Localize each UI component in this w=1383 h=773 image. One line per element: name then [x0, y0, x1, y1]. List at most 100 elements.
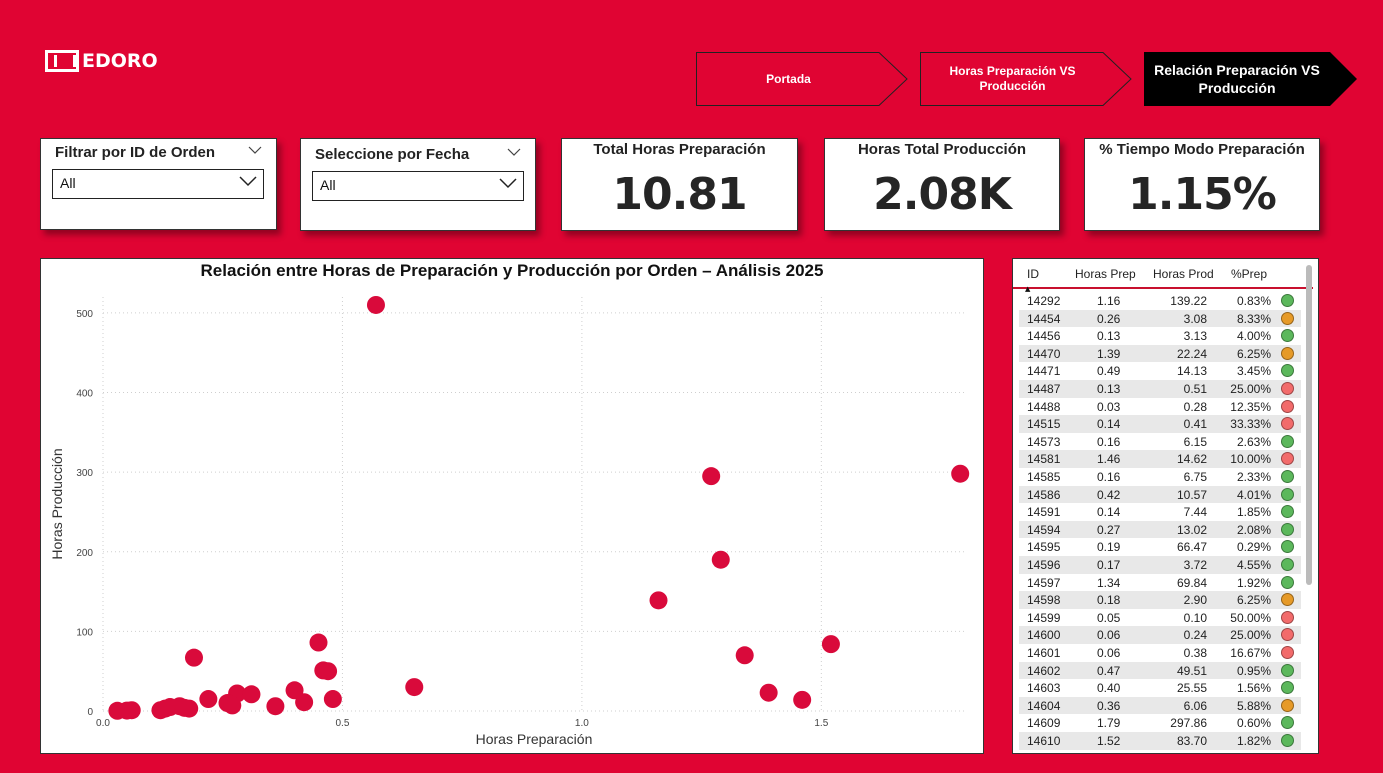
cell-id: 14454	[1027, 311, 1061, 326]
status-dot-icon	[1281, 311, 1294, 325]
status-dot-icon	[1281, 364, 1294, 378]
scatter-point[interactable]	[108, 701, 127, 720]
cell-pct: 4.01%	[1236, 487, 1271, 502]
table-row[interactable]: 14595 0.19 66.47 0.29%	[1019, 538, 1301, 556]
table-row[interactable]: 14591 0.14 7.44 1.85%	[1019, 503, 1301, 521]
table-row[interactable]: 14597 1.34 69.84 1.92%	[1019, 574, 1301, 592]
table-row[interactable]: 14610 1.52 83.70 1.82%	[1019, 732, 1301, 750]
table-row[interactable]: 14456 0.13 3.13 4.00%	[1019, 327, 1301, 345]
nav-horas-prep-vs-prod[interactable]: Horas Preparación VS Producción	[920, 52, 1132, 106]
table-row[interactable]: 14603 0.40 25.55 1.56%	[1019, 679, 1301, 697]
status-dot-icon	[1281, 487, 1294, 501]
cell-id: 14604	[1027, 698, 1061, 713]
table-row[interactable]: 14594 0.27 13.02 2.08%	[1019, 520, 1301, 539]
scatter-point[interactable]	[151, 701, 170, 720]
scatter-point[interactable]	[223, 696, 242, 715]
scatter-point[interactable]	[285, 681, 304, 700]
cell-pct: 8.33%	[1236, 311, 1271, 326]
scatter-point[interactable]	[199, 690, 218, 709]
scatter-point[interactable]	[821, 635, 840, 654]
cell-prep: 0.36	[1097, 698, 1121, 713]
y-tick-label: 100	[76, 627, 93, 638]
date-slicer-title: Seleccione por Fecha	[315, 146, 470, 163]
cell-pct: 25.00%	[1230, 382, 1271, 396]
table-row[interactable]: 14598 0.18 2.90 6.25%	[1019, 591, 1301, 609]
status-dot-icon	[1281, 382, 1294, 395]
cell-pct: 0.29%	[1236, 540, 1271, 555]
scatter-point[interactable]	[711, 550, 730, 569]
kpi-title: Total Horas Preparación	[593, 141, 766, 158]
table-row[interactable]: 14599 0.05 0.10 50.00%	[1019, 609, 1301, 627]
status-dot-icon	[1281, 628, 1294, 642]
nav-relacion-prep-vs-prod[interactable]: Relación Preparación VS Producción	[1144, 52, 1358, 106]
scatter-point[interactable]	[242, 685, 261, 704]
header-prod[interactable]: Horas Prod	[1153, 267, 1214, 281]
table-row[interactable]: 14292 1.16 139.22 0.83%	[1019, 292, 1301, 310]
nav-portada[interactable]: Portada	[696, 52, 908, 106]
cell-pct: 6.25%	[1236, 593, 1271, 608]
cell-pct: 2.63%	[1236, 434, 1271, 449]
scatter-point[interactable]	[266, 697, 285, 716]
cell-prod: 6.75	[1183, 470, 1207, 484]
table-row[interactable]: 14515 0.14 0.41 33.33%	[1019, 415, 1301, 433]
cell-pct: 6.25%	[1236, 346, 1271, 361]
table-scrollbar[interactable]	[1306, 265, 1312, 585]
table-row[interactable]: 14471 0.49 14.13 3.45%	[1019, 362, 1301, 380]
header-prep[interactable]: Horas Prep	[1075, 267, 1136, 281]
chevron-down-icon[interactable]	[248, 144, 262, 158]
scatter-point[interactable]	[649, 591, 668, 610]
scatter-point[interactable]	[405, 678, 424, 697]
table-row[interactable]: 14487 0.13 0.51 25.00%	[1019, 380, 1301, 398]
scatter-point[interactable]	[793, 690, 812, 709]
order-id-slicer: Filtrar por ID de Orden All	[40, 138, 277, 230]
status-dot-icon	[1281, 399, 1294, 413]
status-dot-icon	[1281, 681, 1294, 695]
table-row[interactable]: 14602 0.47 49.51 0.95%	[1019, 661, 1301, 680]
cell-prod: 6.06	[1183, 698, 1207, 713]
scatter-point[interactable]	[366, 295, 385, 314]
table-row[interactable]: 14488 0.03 0.28 12.35%	[1019, 398, 1301, 416]
header-pct[interactable]: %Prep	[1231, 267, 1268, 281]
scatter-point[interactable]	[180, 699, 199, 718]
table-row[interactable]: 14586 0.42 10.57 4.01%	[1019, 485, 1301, 504]
cell-id: 14487	[1027, 382, 1061, 396]
chevron-down-icon[interactable]	[507, 146, 521, 160]
cell-prod: 0.38	[1183, 646, 1207, 660]
date-dropdown[interactable]: All	[312, 171, 524, 201]
cell-prep: 0.14	[1097, 417, 1121, 432]
cell-prod: 0.28	[1183, 399, 1207, 414]
kpi-prep-time-pct: % Tiempo Modo Preparación 1.15%	[1084, 138, 1320, 231]
chevron-down-icon	[499, 176, 517, 193]
scatter-point[interactable]	[319, 662, 338, 681]
table-row[interactable]: 14600 0.06 0.24 25.00%	[1019, 626, 1301, 645]
table-row[interactable]: 14609 1.79 297.86 0.60%	[1019, 714, 1301, 732]
scatter-point[interactable]	[735, 646, 754, 665]
table-row[interactable]: 14573 0.16 6.15 2.63%	[1019, 433, 1301, 451]
scatter-point[interactable]	[702, 467, 721, 486]
scatter-point[interactable]	[323, 690, 342, 709]
table-row[interactable]: 14454 0.26 3.08 8.33%	[1019, 309, 1301, 328]
cell-prod: 3.13	[1183, 329, 1207, 344]
table-row[interactable]: 14604 0.36 6.06 5.88%	[1019, 696, 1301, 715]
x-tick-label: 1.0	[575, 718, 589, 729]
scatter-chart[interactable]: 0 100 200 300 400 500 0.0 0.5 1.0 1.5 Horas Prepar…	[41, 259, 983, 753]
y-axis-label: Horas Producción	[49, 448, 65, 559]
order-id-dropdown[interactable]: All	[52, 169, 264, 199]
cell-pct: 4.55%	[1236, 558, 1271, 572]
cell-prep: 0.03	[1097, 399, 1121, 414]
table-row[interactable]: 14596 0.17 3.72 4.55%	[1019, 556, 1301, 574]
table-row[interactable]: 14581 1.46 14.62 10.00%	[1019, 450, 1301, 469]
table-row[interactable]: 14601 0.06 0.38 16.67%	[1019, 644, 1301, 662]
scatter-point[interactable]	[295, 693, 314, 712]
status-dot-icon	[1281, 663, 1294, 677]
cell-pct: 4.00%	[1236, 329, 1271, 344]
scatter-point[interactable]	[184, 648, 203, 667]
scatter-point[interactable]	[759, 683, 778, 702]
scatter-point[interactable]	[309, 633, 328, 652]
header-id[interactable]: ID	[1027, 267, 1039, 281]
scatter-point[interactable]	[951, 464, 970, 483]
status-dot-icon	[1281, 346, 1294, 360]
y-tick-label: 500	[76, 309, 93, 320]
table-row[interactable]: 14585 0.16 6.75 2.33%	[1019, 468, 1301, 486]
table-row[interactable]: 14470 1.39 22.24 6.25%	[1019, 344, 1301, 363]
